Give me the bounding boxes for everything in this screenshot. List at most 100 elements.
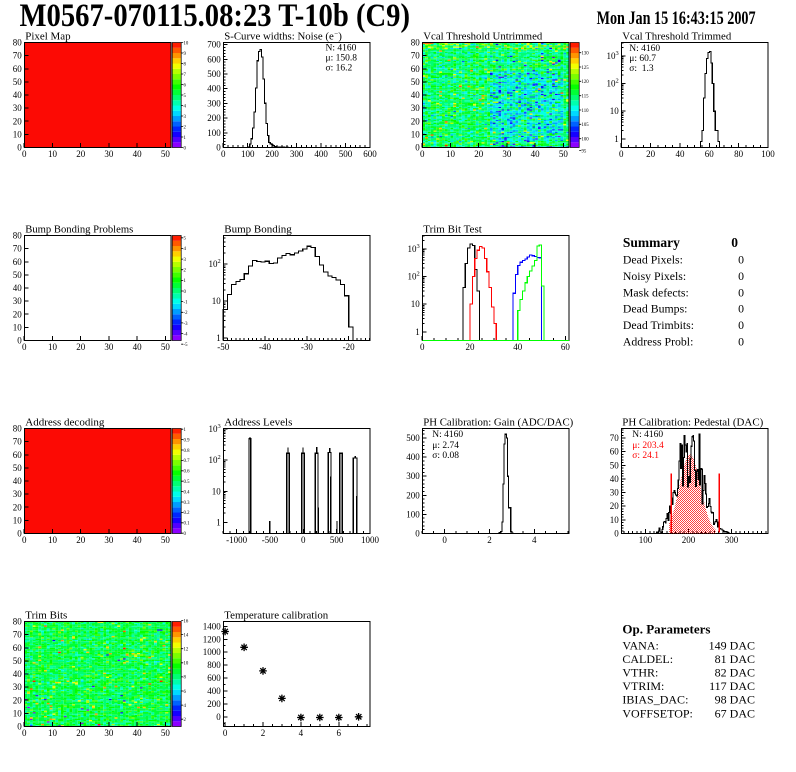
svg-text:149 DAC: 149 DAC — [709, 639, 755, 653]
svg-text:0: 0 — [184, 146, 187, 151]
svg-text:2: 2 — [184, 269, 187, 274]
svg-text:60: 60 — [13, 64, 23, 74]
svg-text:0: 0 — [619, 149, 624, 159]
svg-text:4: 4 — [532, 535, 537, 545]
svg-text:20: 20 — [76, 535, 86, 545]
svg-text:700: 700 — [207, 40, 221, 50]
svg-text:80: 80 — [13, 424, 23, 434]
svg-text:10: 10 — [13, 708, 23, 718]
svg-text:2: 2 — [184, 718, 187, 723]
svg-text:30: 30 — [104, 535, 114, 545]
svg-text:1200: 1200 — [203, 634, 222, 644]
svg-text:30: 30 — [610, 488, 620, 498]
svg-text:Vcal Threshold Untrimmed: Vcal Threshold Untrimmed — [423, 30, 542, 42]
svg-text:70: 70 — [610, 433, 620, 443]
svg-text:0: 0 — [17, 722, 22, 732]
svg-text:PH Calibration: Gain (ADC/DAC): PH Calibration: Gain (ADC/DAC) — [423, 416, 573, 428]
svg-text:50: 50 — [161, 149, 171, 159]
svg-text:16: 16 — [184, 619, 189, 624]
svg-text:40: 40 — [13, 476, 23, 486]
svg-text:10: 10 — [48, 535, 58, 545]
svg-text:4: 4 — [299, 728, 304, 738]
svg-text:9: 9 — [184, 52, 187, 57]
svg-text:Vcal Threshold Trimmed: Vcal Threshold Trimmed — [622, 30, 731, 42]
svg-text:VOFFSETOP:: VOFFSETOP: — [622, 706, 692, 720]
svg-text:70: 70 — [411, 51, 421, 61]
svg-text:500: 500 — [339, 149, 353, 159]
svg-text:60: 60 — [411, 64, 421, 74]
svg-text:400: 400 — [314, 149, 328, 159]
svg-text:50: 50 — [13, 656, 23, 666]
svg-text:Trim Bit Test: Trim Bit Test — [423, 223, 482, 235]
svg-text:50: 50 — [13, 270, 23, 280]
svg-text:30: 30 — [13, 682, 23, 692]
svg-text:0.5: 0.5 — [184, 480, 191, 485]
svg-text:40: 40 — [531, 149, 541, 159]
svg-text:103: 103 — [408, 243, 420, 254]
svg-text:0: 0 — [17, 529, 22, 539]
svg-text:12: 12 — [184, 648, 189, 653]
svg-text:100: 100 — [582, 137, 590, 142]
svg-text:115: 115 — [582, 94, 590, 99]
svg-text:300: 300 — [290, 149, 304, 159]
svg-text:): ) — [338, 30, 342, 42]
svg-text:60: 60 — [705, 149, 715, 159]
svg-text:10: 10 — [13, 515, 23, 525]
svg-text:30: 30 — [13, 103, 23, 113]
svg-text:0.3: 0.3 — [184, 501, 191, 506]
svg-text:-20: -20 — [343, 342, 355, 352]
svg-text:10: 10 — [184, 662, 189, 667]
svg-text:20: 20 — [13, 309, 23, 319]
svg-text:30: 30 — [104, 728, 114, 738]
svg-text:130: 130 — [582, 52, 590, 57]
svg-text:500: 500 — [207, 69, 221, 79]
svg-text:0: 0 — [738, 318, 744, 332]
svg-text:95: 95 — [582, 149, 587, 154]
svg-text:Noisy Pixels:: Noisy Pixels: — [623, 269, 686, 283]
svg-text:6: 6 — [184, 690, 187, 695]
svg-text:50: 50 — [13, 463, 23, 473]
svg-text:40: 40 — [411, 90, 421, 100]
svg-text:20: 20 — [13, 116, 23, 126]
svg-text:Bump Bonding Problems: Bump Bonding Problems — [25, 223, 133, 235]
svg-text:40: 40 — [13, 669, 23, 679]
svg-text:117 DAC: 117 DAC — [709, 679, 755, 693]
svg-text:200: 200 — [682, 535, 696, 545]
svg-text:400: 400 — [207, 84, 221, 94]
svg-text:10: 10 — [212, 296, 222, 306]
svg-text:1: 1 — [216, 333, 221, 343]
svg-text:125: 125 — [582, 66, 590, 71]
svg-text:80: 80 — [13, 38, 23, 48]
svg-text:0: 0 — [221, 149, 226, 159]
svg-text:30: 30 — [13, 296, 23, 306]
svg-text:0: 0 — [738, 302, 744, 316]
svg-text:40: 40 — [675, 149, 685, 159]
svg-text:40: 40 — [133, 342, 143, 352]
svg-text:400: 400 — [406, 452, 420, 462]
svg-text:40: 40 — [133, 149, 143, 159]
svg-text:100: 100 — [761, 149, 775, 159]
svg-text:2: 2 — [261, 728, 266, 738]
svg-text:Address decoding: Address decoding — [25, 416, 105, 428]
svg-text:40: 40 — [13, 90, 23, 100]
svg-text:102: 102 — [607, 78, 619, 89]
svg-text:0.4: 0.4 — [184, 490, 191, 495]
svg-text:0: 0 — [17, 143, 22, 153]
svg-text:1400: 1400 — [203, 621, 222, 631]
svg-text:30: 30 — [104, 149, 114, 159]
svg-text:10: 10 — [411, 129, 421, 139]
svg-text:20: 20 — [76, 149, 86, 159]
svg-text:PH Calibration: Pedestal (DAC): PH Calibration: Pedestal (DAC) — [622, 416, 763, 428]
svg-text:80: 80 — [13, 231, 23, 241]
svg-text:σ: 0.08: σ: 0.08 — [432, 451, 459, 461]
svg-text:0: 0 — [17, 336, 22, 346]
svg-text:-1: -1 — [184, 300, 189, 305]
svg-text:60: 60 — [13, 257, 23, 267]
svg-text:40: 40 — [133, 535, 143, 545]
svg-text:102: 102 — [408, 271, 420, 282]
svg-text:300: 300 — [207, 98, 221, 108]
svg-text:0: 0 — [301, 535, 306, 545]
svg-text:4: 4 — [184, 704, 187, 709]
svg-text:0: 0 — [22, 535, 27, 545]
svg-text:120: 120 — [582, 80, 590, 85]
